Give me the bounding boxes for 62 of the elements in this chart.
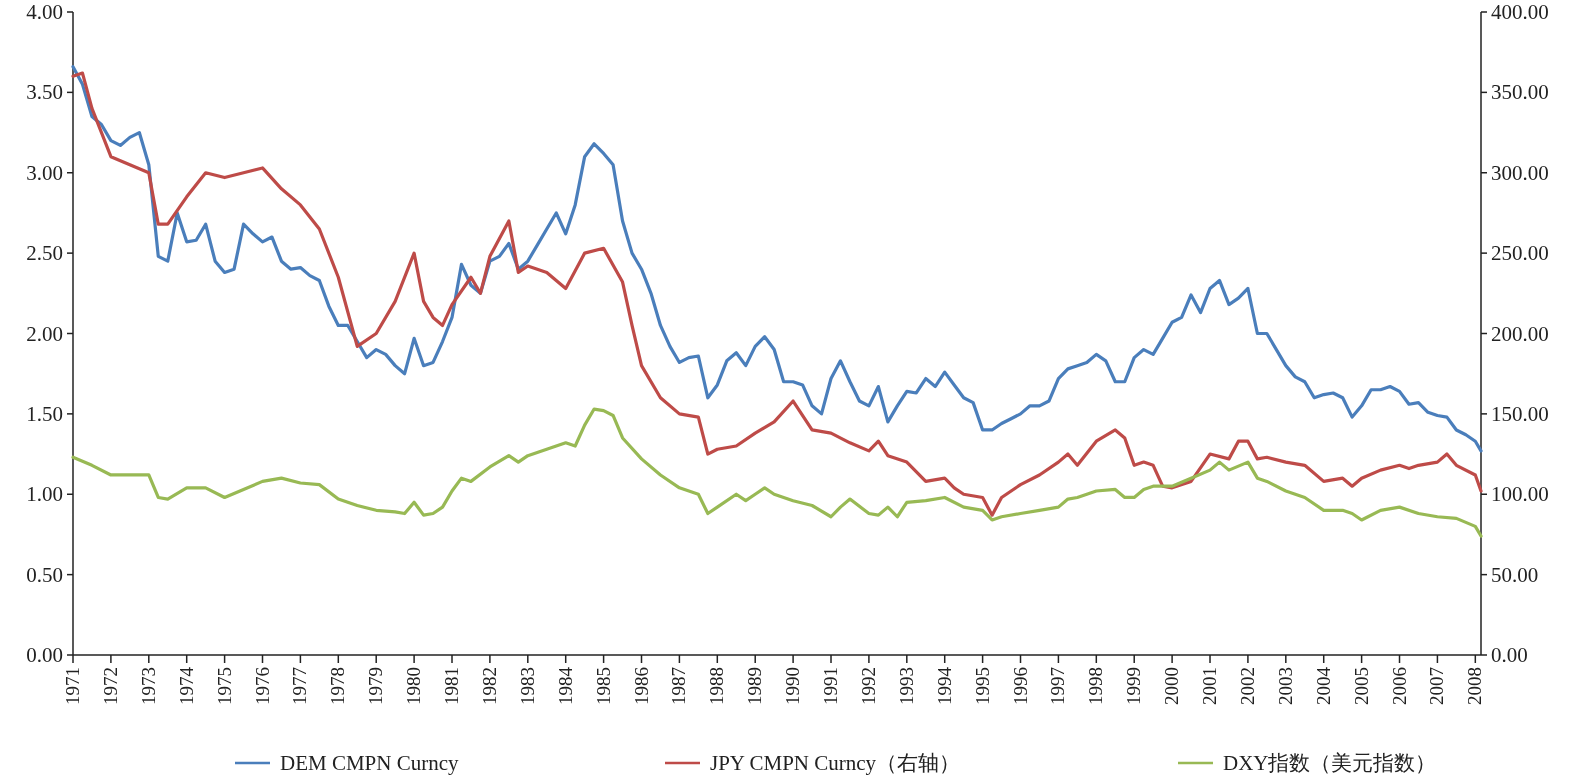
y-tick-label: 1.00 — [26, 482, 63, 507]
x-tick-label: 1983 — [516, 667, 538, 705]
x-tick-label: 2007 — [1426, 667, 1448, 705]
x-tick-label: 1971 — [62, 667, 83, 705]
y2-tick-label: 100.00 — [1491, 482, 1549, 507]
x-tick-label: 2006 — [1388, 667, 1410, 705]
legend-label: DXY指数（美元指数） — [1223, 751, 1437, 775]
x-tick-label: 2008 — [1464, 667, 1486, 705]
y2-tick-label: 400.00 — [1491, 0, 1549, 24]
y-tick-label: 0.00 — [26, 643, 63, 667]
y-tick-label: 3.00 — [26, 160, 63, 185]
y2-tick-label: 200.00 — [1491, 321, 1549, 346]
x-tick-label: 1990 — [782, 667, 804, 705]
y-tick-label: 1.50 — [26, 401, 63, 426]
x-tick-label: 2005 — [1350, 667, 1372, 705]
line-series — [71, 407, 1483, 538]
x-tick-label: 1989 — [744, 667, 766, 705]
x-tick-label: 1986 — [630, 667, 652, 705]
line-series — [71, 65, 1483, 453]
y2-tick-label: 250.00 — [1491, 241, 1549, 266]
x-tick-label: 2004 — [1312, 666, 1334, 705]
x-tick-label: 1975 — [213, 667, 235, 705]
legend-label: JPY CMPN Curncy（右轴） — [710, 751, 961, 775]
line-series — [71, 71, 1483, 517]
x-tick-label: 2003 — [1274, 667, 1296, 705]
y-tick-label: 2.50 — [26, 241, 63, 266]
x-tick-label: 1972 — [99, 667, 121, 705]
x-tick-label: 1998 — [1085, 667, 1107, 705]
legend-label: DEM CMPN Curncy — [280, 751, 460, 775]
y2-tick-label: 0.00 — [1491, 643, 1528, 667]
y2-tick-label: 50.00 — [1491, 562, 1539, 587]
x-tick-label: 1995 — [971, 667, 993, 705]
x-tick-label: 2001 — [1199, 667, 1221, 705]
y-tick-label: 4.00 — [26, 0, 63, 24]
y-tick-label: 3.50 — [26, 80, 63, 105]
x-tick-label: 1993 — [895, 667, 917, 705]
y2-tick-label: 300.00 — [1491, 160, 1549, 185]
x-tick-label: 2002 — [1236, 667, 1258, 705]
x-tick-label: 1999 — [1123, 667, 1145, 705]
x-tick-label: 1997 — [1047, 667, 1069, 705]
x-tick-label: 1982 — [478, 667, 500, 705]
x-tick-label: 1994 — [933, 666, 955, 705]
x-tick-label: 2000 — [1161, 667, 1183, 705]
x-tick-label: 1985 — [592, 667, 614, 705]
x-tick-label: 1992 — [857, 667, 879, 705]
x-tick-label: 1973 — [137, 667, 159, 705]
x-tick-label: 1979 — [365, 667, 387, 705]
x-tick-label: 1988 — [706, 667, 728, 705]
x-tick-label: 1977 — [289, 667, 311, 705]
x-tick-label: 1991 — [820, 667, 842, 705]
y-tick-label: 2.00 — [26, 321, 63, 346]
x-tick-label: 1976 — [251, 667, 273, 705]
x-tick-label: 1974 — [175, 666, 197, 705]
x-tick-label: 1987 — [668, 667, 690, 705]
y2-tick-label: 150.00 — [1491, 401, 1549, 426]
y2-tick-label: 350.00 — [1491, 80, 1549, 105]
x-tick-label: 1980 — [403, 667, 425, 705]
x-tick-label: 1978 — [327, 667, 349, 705]
x-tick-label: 1981 — [441, 667, 462, 705]
y-tick-label: 0.50 — [26, 562, 63, 587]
x-tick-label: 1996 — [1009, 667, 1031, 705]
x-tick-label: 1984 — [554, 666, 576, 705]
